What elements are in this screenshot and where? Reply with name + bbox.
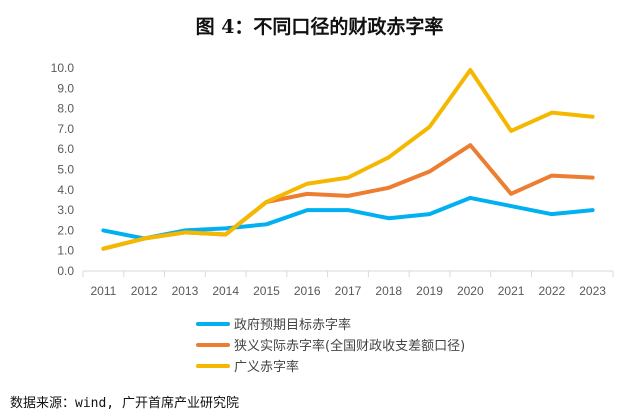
legend-label: 狭义实际赤字率(全国财政收支差额口径) [234, 339, 466, 354]
legend: 政府预期目标赤字率 狭义实际赤字率(全国财政收支差额口径) 广义赤字率 [196, 313, 465, 376]
x-tick-label: 2018 [375, 284, 402, 298]
x-tick-label: 2015 [253, 284, 280, 298]
x-tick-label: 2023 [579, 284, 606, 298]
legend-item: 狭义实际赤字率(全国财政收支差额口径) [196, 334, 465, 355]
x-tick-label: 2022 [538, 284, 565, 298]
legend-swatch [196, 321, 230, 326]
x-tick-label: 2020 [457, 284, 484, 298]
legend-item: 广义赤字率 [196, 355, 465, 376]
legend-swatch [196, 342, 230, 347]
x-tick-label: 2017 [335, 284, 362, 298]
y-tick-label: 10.0 [51, 61, 75, 75]
legend-swatch [196, 363, 230, 368]
y-tick-label: 0.0 [57, 264, 74, 278]
y-tick-label: 3.0 [57, 203, 74, 217]
series-line-3 [101, 68, 595, 251]
y-tick-label: 2.0 [57, 223, 74, 237]
x-tick-label: 2013 [172, 284, 199, 298]
legend-item: 政府预期目标赤字率 [196, 313, 465, 334]
y-tick-label: 6.0 [57, 142, 74, 156]
x-tick-label: 2011 [90, 284, 116, 298]
source-note: 数据来源：wind, 广开首席产业研究院 [10, 396, 239, 411]
y-tick-label: 4.0 [57, 183, 74, 197]
chart-title: 图 4：不同口径的财政赤字率 [195, 16, 444, 38]
legend-label: 广义赤字率 [234, 360, 300, 375]
y-tick-label: 5.0 [57, 163, 74, 177]
y-tick-label: 8.0 [57, 102, 74, 116]
y-tick-label: 9.0 [57, 81, 74, 95]
x-tick-label: 2012 [131, 284, 158, 298]
series-line-1 [101, 195, 595, 241]
y-tick-label: 1.0 [57, 244, 74, 258]
x-tick-label: 2021 [498, 284, 525, 298]
x-tick-label: 2016 [294, 284, 321, 298]
y-tick-label: 7.0 [57, 122, 74, 136]
x-tick-label: 2014 [212, 284, 239, 298]
legend-label: 政府预期目标赤字率 [234, 318, 352, 333]
x-tick-label: 2019 [416, 284, 443, 298]
